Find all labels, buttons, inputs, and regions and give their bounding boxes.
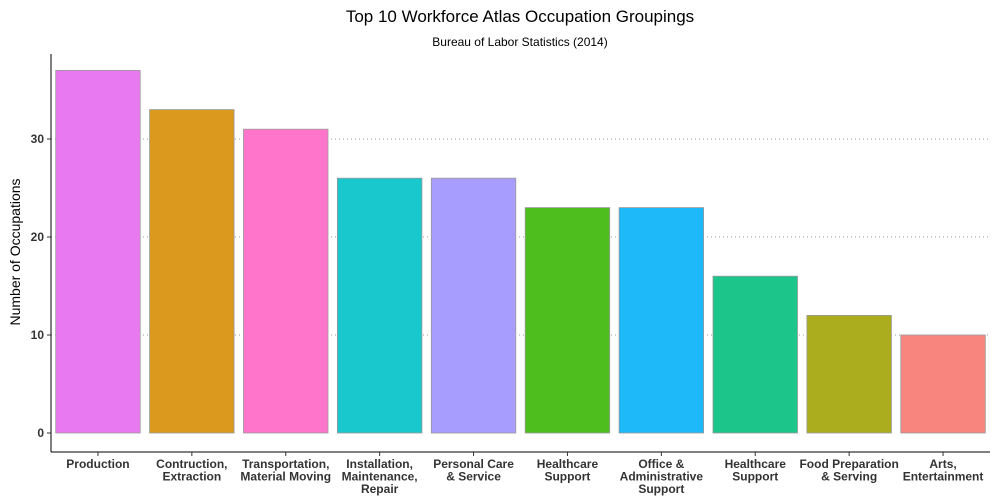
x-tick-label-7: Office & Administrative Support [620, 457, 704, 496]
x-tick-label-9: Food Preparation & Serving [799, 457, 898, 484]
bar-5 [430, 177, 517, 434]
x-tick-label-1: Production [66, 457, 129, 471]
chart-subtitle: Bureau of Labor Statistics (2014) [432, 35, 607, 49]
bar-3 [243, 128, 329, 434]
x-tick-label-2: Contruction, Extraction [156, 457, 227, 484]
bar-4 [336, 177, 423, 434]
x-tick-label-3: Transportation, Material Moving [240, 457, 331, 484]
y-tick-labels: 0 10 20 30 [31, 132, 51, 440]
bars-group [55, 70, 986, 434]
y-tick-label-30: 30 [31, 132, 45, 146]
y-tick-label-10: 10 [31, 328, 45, 342]
bar-10 [900, 334, 986, 434]
bar-2 [149, 109, 235, 434]
y-tick-label-0: 0 [37, 426, 44, 440]
bar-1 [55, 70, 141, 434]
bar-7 [618, 207, 705, 434]
x-tick-label-4: Installation, Maintenance, Repair [342, 457, 418, 496]
x-tick-label-6: Healthcare Support [537, 457, 599, 484]
bar-6 [524, 207, 611, 434]
bar-9 [806, 314, 892, 434]
chart-title: Top 10 Workforce Atlas Occupation Groupi… [346, 7, 694, 26]
x-tick-label-10: Arts, Entertainment [903, 457, 984, 484]
x-tick-labels: Production Contruction, Extraction Transpor… [66, 452, 983, 496]
x-tick-label-8: Healthcare Support [725, 457, 787, 484]
y-tick-label-20: 20 [31, 230, 45, 244]
x-tick-label-5: Personal Care & Service [433, 457, 514, 484]
bar-8 [712, 275, 798, 434]
y-axis-label: Number of Occupations [7, 178, 23, 325]
axes [50, 54, 990, 453]
